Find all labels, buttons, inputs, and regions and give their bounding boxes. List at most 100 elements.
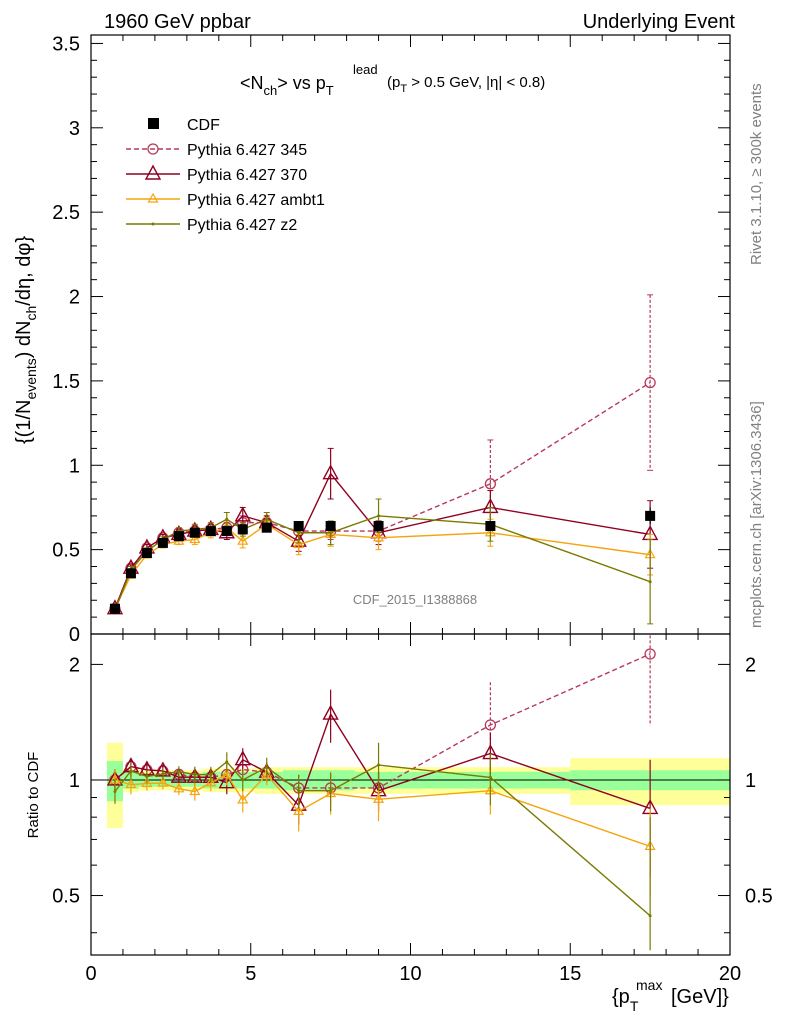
analysis-watermark: CDF_2015_I1388868 — [353, 592, 477, 607]
ratio-point — [225, 760, 229, 764]
data-point — [484, 478, 497, 490]
data-point — [373, 531, 385, 542]
cdf-point — [157, 537, 168, 548]
y-axis-title-text: {(1/Nevents) dNch/dη, dφ} — [13, 236, 39, 444]
cdf-point — [325, 521, 336, 532]
legend-label: Pythia 6.427 z2 — [187, 217, 297, 234]
ratio-y-axis-title: Ratio to CDF — [25, 752, 42, 839]
y-axis-title: {(1/Nevents) dNch/dη, dφ} — [13, 236, 39, 444]
title-lead: lead — [353, 62, 378, 77]
y-tick-label: 1 — [69, 455, 80, 477]
ratio-point — [157, 776, 169, 787]
ratio-point — [322, 704, 339, 720]
ratio-point — [125, 778, 137, 789]
ratio-point — [193, 772, 197, 776]
cdf-point — [221, 526, 232, 537]
header-left: 1960 GeV ppbar — [104, 11, 251, 33]
legend-entry: Pythia 6.427 z2 — [126, 217, 297, 234]
title-cuts: (pT > 0.5 GeV, |η| < 0.8) — [387, 74, 545, 95]
data-point — [329, 531, 333, 535]
reference-cdf — [109, 507, 656, 614]
ratio-y-tick-label-right: 1 — [745, 770, 756, 792]
y-tick-label: 0.5 — [52, 540, 80, 562]
x-tick-label: 10 — [399, 963, 421, 985]
data-point — [234, 506, 251, 522]
series-2 — [109, 517, 656, 896]
legend-label: Pythia 6.427 370 — [187, 167, 307, 184]
legend-entry: Pythia 6.427 345 — [126, 142, 307, 159]
ratio-point — [297, 789, 301, 793]
ratio-point — [484, 719, 497, 731]
cdf-point — [205, 526, 216, 537]
ratio-point — [129, 769, 133, 773]
legend-marker — [147, 143, 159, 155]
ratio-point — [173, 782, 185, 793]
ratio-point — [377, 763, 381, 767]
ratio-point — [329, 789, 333, 793]
ratio-y-tick-label-right: 2 — [745, 654, 756, 676]
legend-label: Pythia 6.427 ambt1 — [187, 192, 325, 209]
ratio-point — [161, 772, 165, 776]
ratio-point — [261, 768, 273, 779]
ratio-point — [293, 805, 305, 816]
ratio-point — [145, 775, 149, 779]
cdf-point — [237, 524, 248, 535]
ratio-point — [177, 770, 181, 774]
ratio-point — [205, 776, 217, 787]
ratio-point — [644, 648, 656, 660]
series-3 — [111, 498, 654, 951]
cdf-point — [109, 603, 120, 614]
series-1 — [106, 447, 659, 878]
x-axis-title-text: {pT — [612, 986, 639, 1014]
data-point — [265, 517, 269, 521]
series-line-main — [114, 381, 651, 609]
cdf-point — [125, 568, 136, 579]
legend-label: CDF — [187, 117, 220, 134]
y-tick-label: 2 — [69, 287, 80, 309]
data-point — [322, 464, 339, 480]
x-axis-title-max: max — [636, 977, 662, 993]
legend-entry: Pythia 6.427 370 — [126, 164, 307, 184]
cdf-point — [141, 548, 152, 559]
title-nch: <Nch> vs pT — [240, 73, 334, 98]
ratio-y-tick-label: 0.5 — [52, 886, 80, 908]
ratio-point — [234, 750, 251, 766]
ratio-point — [488, 775, 492, 779]
data-point — [293, 538, 305, 549]
ratio-point — [241, 778, 245, 782]
data-point — [648, 580, 652, 584]
data-point — [644, 376, 656, 389]
ratio-y-tick-label: 1 — [69, 770, 80, 792]
data-point — [377, 514, 381, 518]
ratio-point — [189, 785, 201, 796]
ratio-point — [237, 793, 249, 804]
x-tick-label: 0 — [85, 963, 96, 985]
cdf-point — [645, 510, 656, 521]
ratio-point — [265, 765, 269, 769]
ratio-point — [648, 914, 652, 918]
reference-uncertainty-bands — [91, 742, 730, 828]
x-tick-label: 20 — [719, 963, 741, 985]
ratio-y-tick-label-right: 0.5 — [745, 886, 773, 908]
plot-title: <Nch> vs pT lead (pT > 0.5 GeV, |η| < 0.… — [240, 62, 545, 98]
legend-entry: CDF — [148, 117, 220, 134]
cdf-point — [173, 531, 184, 542]
x-axis-title: {pT max [GeV]} — [612, 977, 729, 1014]
ratio-y-tick-label: 2 — [69, 654, 80, 676]
ratio-point — [170, 767, 188, 783]
ratio-point — [373, 793, 385, 803]
legend-marker — [148, 118, 159, 129]
series-0 — [109, 294, 656, 806]
y-tick-label: 1.5 — [52, 371, 80, 393]
data-point — [189, 533, 201, 544]
ratio-point — [209, 773, 213, 777]
axis-ticks: 0 5 10 15 20 0 0.5 1 1.5 2 2.5 3 3.5 0.5 0.5 1 1 2 2 — [52, 33, 773, 985]
ratio-point — [113, 789, 117, 793]
cdf-point — [189, 527, 200, 538]
x-tick-label: 5 — [245, 963, 256, 985]
header-right: Underlying Event — [583, 11, 736, 33]
ratio-point — [221, 768, 233, 779]
cdf-point — [373, 521, 384, 532]
cdf-point — [261, 522, 272, 533]
